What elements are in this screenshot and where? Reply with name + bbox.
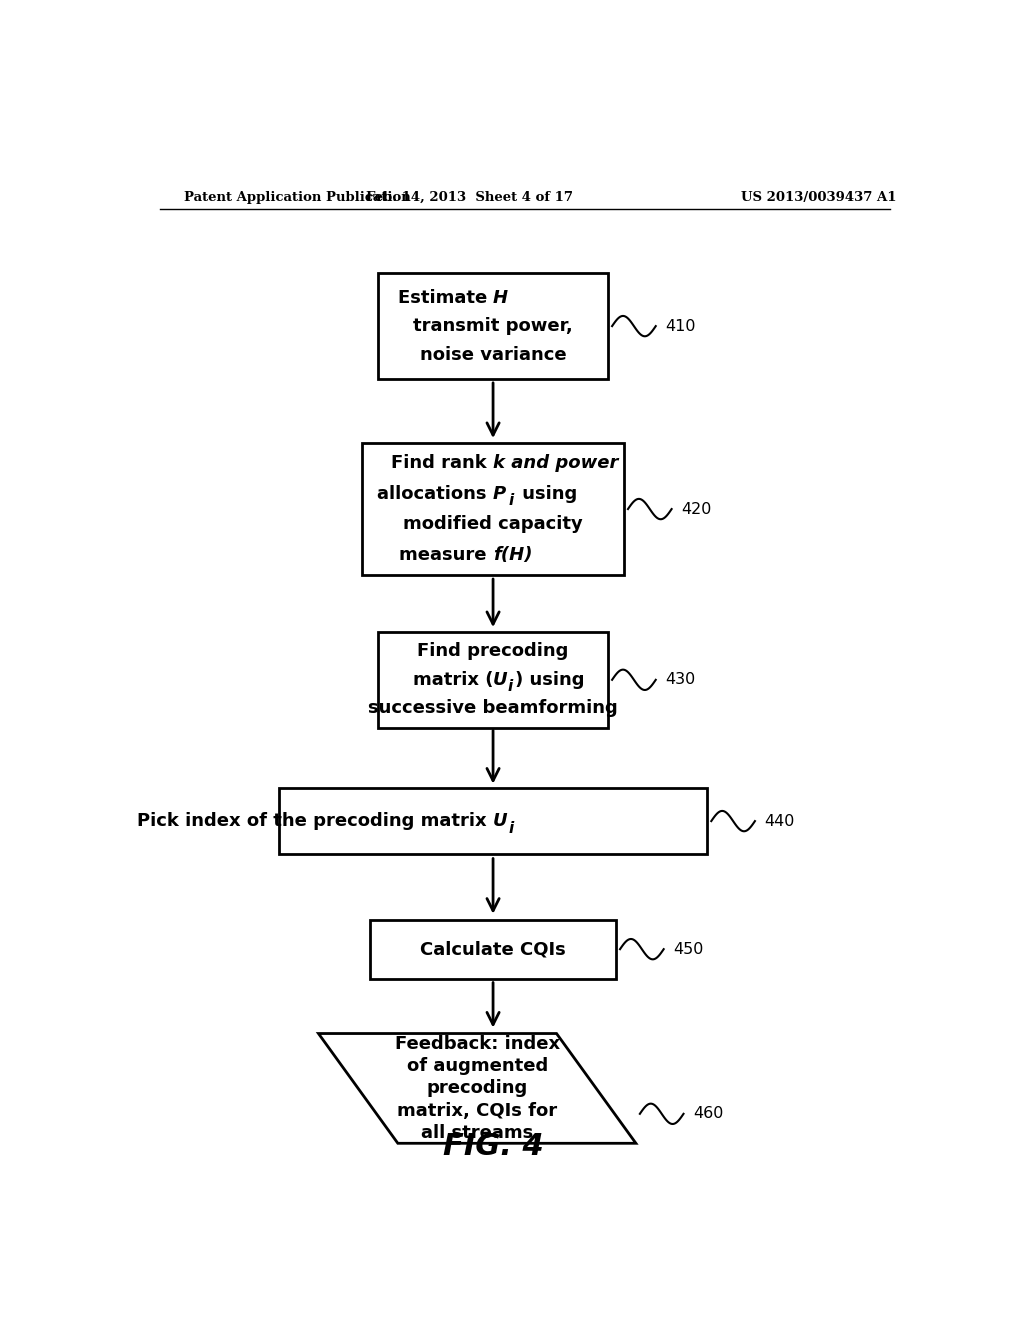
Text: f(H): f(H) xyxy=(494,545,532,564)
Text: transmit power,: transmit power, xyxy=(413,317,573,335)
Text: Estimate: Estimate xyxy=(397,289,494,306)
Text: all streams: all streams xyxy=(421,1125,534,1142)
Text: matrix (: matrix ( xyxy=(413,671,494,689)
Bar xyxy=(370,920,616,978)
Text: US 2013/0039437 A1: US 2013/0039437 A1 xyxy=(740,190,896,203)
Text: 410: 410 xyxy=(666,318,695,334)
Text: 440: 440 xyxy=(765,813,795,829)
Text: ) using: ) using xyxy=(515,671,585,689)
Text: FIG. 4: FIG. 4 xyxy=(442,1131,544,1160)
Text: 460: 460 xyxy=(693,1106,723,1121)
Text: Calculate CQIs: Calculate CQIs xyxy=(420,940,566,958)
Text: P: P xyxy=(494,484,506,503)
Text: U: U xyxy=(494,671,508,689)
Text: i: i xyxy=(509,821,514,836)
Bar xyxy=(378,631,608,729)
Text: successive beamforming: successive beamforming xyxy=(369,700,617,717)
Text: Feb. 14, 2013  Sheet 4 of 17: Feb. 14, 2013 Sheet 4 of 17 xyxy=(366,190,572,203)
Text: Pick index of the precoding matrix: Pick index of the precoding matrix xyxy=(137,812,494,830)
Bar xyxy=(362,444,624,576)
Text: measure: measure xyxy=(399,545,494,564)
Text: U: U xyxy=(494,812,508,830)
Text: using: using xyxy=(516,484,578,503)
Text: modified capacity: modified capacity xyxy=(403,515,583,533)
Text: 420: 420 xyxy=(681,502,712,516)
Text: k and power: k and power xyxy=(494,454,618,473)
Text: 430: 430 xyxy=(666,672,695,688)
Polygon shape xyxy=(318,1034,636,1143)
Text: Feedback: index: Feedback: index xyxy=(394,1035,560,1052)
Text: Find precoding: Find precoding xyxy=(418,643,568,660)
Text: matrix, CQIs for: matrix, CQIs for xyxy=(397,1102,557,1119)
Text: Find rank: Find rank xyxy=(391,454,494,473)
Text: noise variance: noise variance xyxy=(420,346,566,363)
Text: 450: 450 xyxy=(673,941,703,957)
Text: precoding: precoding xyxy=(427,1080,527,1097)
Bar xyxy=(378,273,608,379)
Text: i: i xyxy=(507,680,513,694)
Text: i: i xyxy=(508,494,513,508)
Text: of augmented: of augmented xyxy=(407,1057,548,1074)
Text: H: H xyxy=(494,289,508,306)
Text: Patent Application Publication: Patent Application Publication xyxy=(183,190,411,203)
Bar xyxy=(279,788,708,854)
Text: allocations: allocations xyxy=(377,484,494,503)
